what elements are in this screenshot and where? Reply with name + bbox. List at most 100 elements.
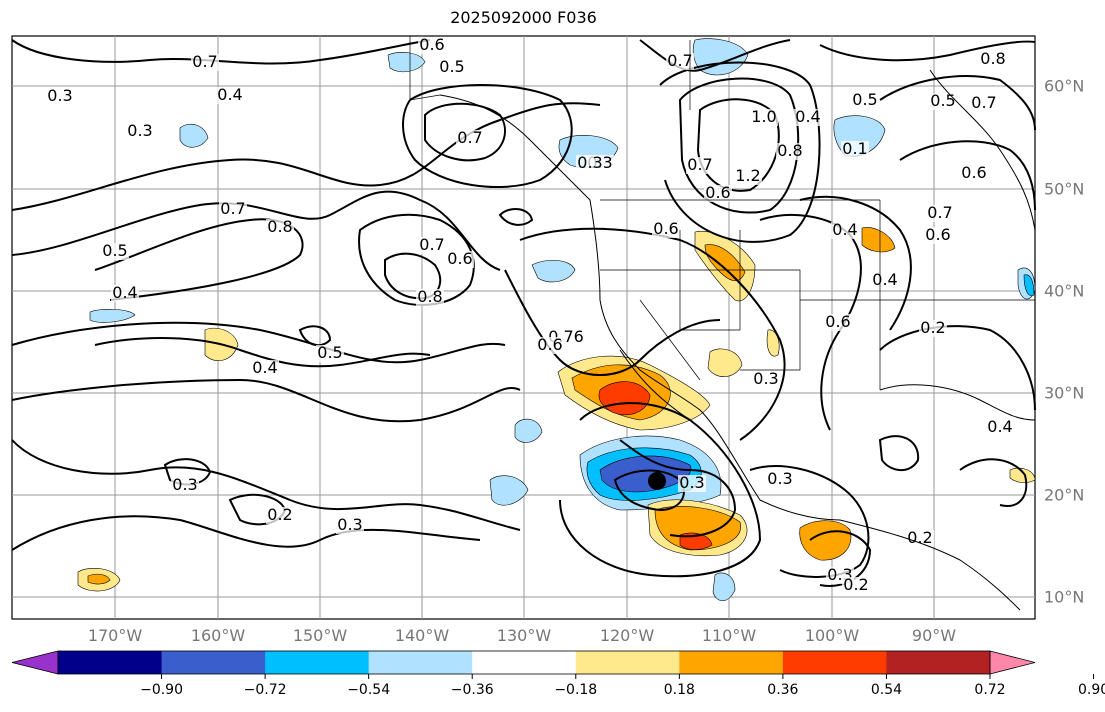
colorbar-swatch: [886, 651, 991, 674]
contour-label-bg: [678, 475, 706, 492]
contour-label: 0.3: [679, 473, 704, 492]
contour-label: 0.6: [961, 163, 986, 182]
contour-line: [384, 252, 442, 300]
contour-label-bg: [126, 123, 154, 140]
latitude-label: 50°N: [1044, 179, 1085, 199]
contour-label: 0.8: [417, 287, 442, 306]
contour-label-bg: [929, 93, 957, 110]
colorbar-swatch: [368, 651, 473, 674]
warm-blob-west-inner: [87, 573, 111, 585]
contour-line: [749, 465, 870, 578]
contour-label: 0.8: [980, 49, 1005, 68]
contour-label-bg: [536, 337, 564, 354]
longitude-label: 160°W: [190, 626, 246, 645]
colorbar-tick-label: 0.36: [767, 682, 799, 698]
latitude-label: 20°N: [1044, 485, 1085, 505]
colorbar-swatch: [265, 651, 370, 674]
border: [639, 299, 701, 381]
colorbar-extend-min: [11, 650, 59, 675]
contour-label-bg: [871, 272, 899, 289]
contour-label: 0.4: [987, 417, 1012, 436]
longitude-label: 140°W: [394, 626, 450, 645]
border: [600, 269, 801, 371]
latitude-label: 40°N: [1044, 281, 1085, 301]
contour-label-bg: [906, 530, 934, 547]
colorbar-swatch: [782, 651, 887, 674]
contour-line: [11, 515, 481, 551]
contour-label: 0.4: [252, 358, 277, 377]
contour-label-bg: [46, 88, 74, 105]
contour-label: 1.2: [735, 166, 760, 185]
contour-label: 0.5: [852, 90, 877, 109]
contour-line: [11, 378, 521, 423]
contour-line: [659, 61, 821, 243]
warm-blob-tx: [707, 348, 743, 377]
contour-line: [94, 218, 304, 301]
contour-line: [298, 325, 332, 347]
contour-label-bg: [704, 185, 732, 202]
border: [679, 230, 740, 331]
contour-label: 0.2: [920, 318, 945, 337]
latitude-label: 60°N: [1044, 76, 1085, 96]
contour-label: 0.7: [971, 93, 996, 112]
map-title: 2025092000 F036: [450, 8, 597, 27]
coastlines: [439, 69, 1036, 611]
contour-label: 0.3: [172, 475, 197, 494]
contour-label-bg: [824, 314, 852, 331]
contour-label-bg: [418, 37, 446, 54]
contour-label-bg: [734, 168, 762, 185]
contour-line: [879, 325, 1036, 411]
contour-label: 0.4: [112, 283, 137, 302]
contour-label: 0.7: [220, 199, 245, 218]
contour-label: 0.4: [795, 107, 820, 126]
border: [409, 36, 441, 101]
borders: [409, 36, 1035, 390]
contour-line: [639, 39, 791, 72]
contour-label-bg: [446, 251, 474, 268]
contour-label: 0.5: [102, 241, 127, 260]
contour-label-bg: [416, 289, 444, 306]
contour-labels: 0.60.70.50.30.70.80.40.30.70.50.70.40.10…: [46, 35, 1014, 594]
coastline: [879, 384, 1036, 421]
cool-blob-mid: [489, 475, 529, 506]
contour-label-bg: [986, 419, 1014, 436]
warm-blob-sw: [766, 329, 780, 357]
contour-label-bg: [842, 577, 870, 594]
cool-blob-calif: [514, 418, 543, 443]
contour-label: 0.2: [843, 575, 868, 594]
contour-line: [879, 75, 1036, 131]
cool-blob-oregon: [531, 260, 576, 283]
colorbar-swatch: [472, 651, 577, 674]
contour-label-bg: [970, 95, 998, 112]
contour-line: [696, 98, 780, 192]
contour-label-bg: [666, 53, 694, 70]
contour-label: 0.7: [419, 235, 444, 254]
contour-label: 0.7: [457, 128, 482, 147]
contour-label: 0.7: [927, 203, 952, 222]
contour-line: [11, 102, 601, 211]
longitude-label: 150°W: [292, 626, 348, 645]
colorbar-tick-label: −0.72: [243, 682, 287, 698]
contour-label: 0.3: [337, 515, 362, 534]
contour-line: [619, 439, 737, 538]
contour-line: [11, 439, 521, 531]
contour-label: 0.3: [127, 121, 152, 140]
contour-line: [809, 530, 872, 587]
latitude-label: 30°N: [1044, 383, 1085, 403]
warm-blob-east: [1009, 467, 1036, 483]
longitude-label: 110°W: [701, 626, 757, 645]
colorbar-swatch: [161, 651, 266, 674]
contour-label: 0.3: [47, 86, 72, 105]
cool-blob-east-inner: [1023, 274, 1035, 296]
contour-label-bg: [266, 219, 294, 236]
contour-label-bg: [851, 92, 879, 109]
colorbar-tick-label: 0.54: [870, 682, 903, 698]
contour-lines: [11, 39, 1036, 587]
contour-line: [402, 84, 573, 189]
contour-label: 0.6: [419, 35, 444, 54]
longitude-label: 130°W: [496, 626, 552, 645]
contour-line: [424, 102, 506, 162]
latitude-label: 10°N: [1044, 587, 1085, 607]
contour-label-bg: [766, 471, 794, 488]
contour-label: 0.6: [537, 335, 562, 354]
